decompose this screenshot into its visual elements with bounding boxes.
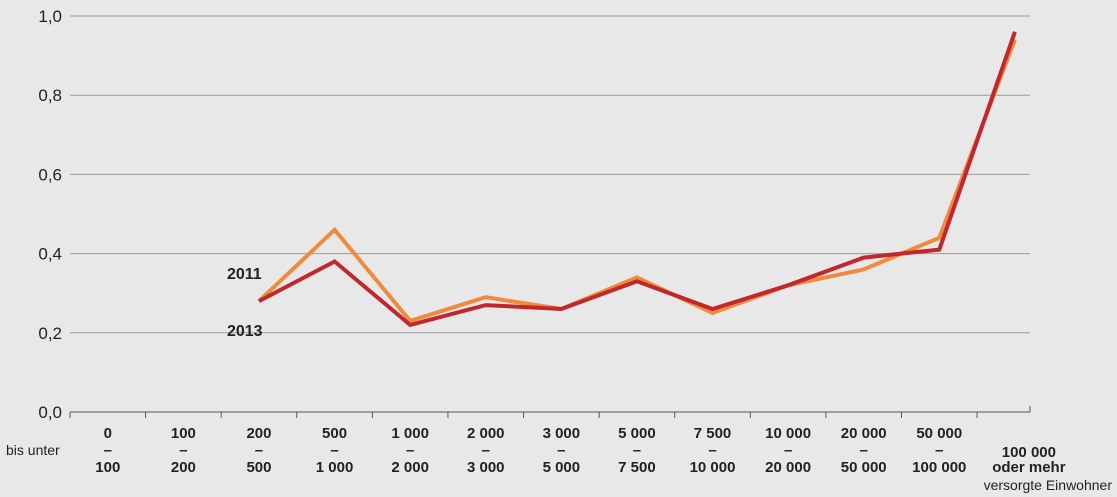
x-tick-label-dash: – — [255, 442, 263, 459]
x-tick-label-to: 1 000 — [316, 459, 354, 476]
x-tick-label-dash: – — [708, 442, 716, 459]
x-tick-label-to: 10 000 — [690, 459, 736, 476]
x-tick-label-from: 50 000 — [916, 425, 962, 442]
x-tick-label-dash: – — [104, 442, 112, 459]
x-tick-label-from: 500 — [322, 425, 347, 442]
x-tick-label-from: 3 000 — [543, 425, 581, 442]
x-tick-label-to: 200 — [171, 459, 196, 476]
x-tick-label-to: 100 000 — [912, 459, 966, 476]
y-tick-label: 0,6 — [38, 165, 62, 184]
x-tick-label-line2: oder mehr — [992, 459, 1066, 476]
x-tick-label-to: 2 000 — [391, 459, 429, 476]
x-tick-label-dash: – — [935, 442, 943, 459]
y-tick-label: 0,8 — [38, 86, 62, 105]
x-tick-label-from: 0 — [104, 425, 112, 442]
x-tick-label-to: 50 000 — [841, 459, 887, 476]
x-tick-label-from: 2 000 — [467, 425, 505, 442]
x-tick-label-dash: – — [482, 442, 490, 459]
x-tick-label-to: 5 000 — [543, 459, 581, 476]
x-prefix-note: bis unter — [6, 442, 60, 458]
x-tick-label-from: 1 000 — [391, 425, 429, 442]
y-axis: 0,0 0,2 0,4 0,6 0,8 1,0 — [38, 7, 62, 422]
x-tick-label-from: 200 — [246, 425, 271, 442]
x-tick-label-to: 7 500 — [618, 459, 656, 476]
x-tick-label-dash: – — [557, 442, 565, 459]
series-line-2011 — [257, 39, 1017, 324]
x-tick-label-dash: – — [330, 442, 338, 459]
x-tick-label-dash: – — [406, 442, 414, 459]
x-tick-label-dash: – — [633, 442, 641, 459]
series-label-2011: 2011 — [227, 266, 262, 283]
x-suffix-note: versorgte Einwohner — [984, 477, 1113, 493]
x-tick-label-to: 20 000 — [765, 459, 811, 476]
x-tick-label-to: 3 000 — [467, 459, 505, 476]
y-tick-label: 0,2 — [38, 324, 62, 343]
series-lines — [257, 31, 1017, 328]
x-tick-label-to: 500 — [246, 459, 271, 476]
series-label-2013: 2013 — [227, 323, 263, 340]
x-tick-label-from: 20 000 — [841, 425, 887, 442]
x-tick-label-from: 7 500 — [694, 425, 732, 442]
x-tick-label-dash: – — [179, 442, 187, 459]
y-tick-label: 0,4 — [38, 245, 62, 264]
x-tick-label-from: 100 — [171, 425, 196, 442]
x-tick-label-to: 100 — [95, 459, 120, 476]
x-tick-label-dash: – — [860, 442, 868, 459]
x-tick-label-line1: 100 000 — [1002, 444, 1056, 461]
series-line-2013 — [258, 31, 1017, 328]
y-tick-label: 1,0 — [38, 7, 62, 26]
x-tick-label-from: 5 000 — [618, 425, 656, 442]
x-tick-label-dash: – — [784, 442, 792, 459]
y-tick-label: 0,0 — [38, 403, 62, 422]
series-labels: 2011 2013 — [227, 266, 263, 340]
x-tick-label-from: 10 000 — [765, 425, 811, 442]
gridlines — [70, 15, 1030, 334]
